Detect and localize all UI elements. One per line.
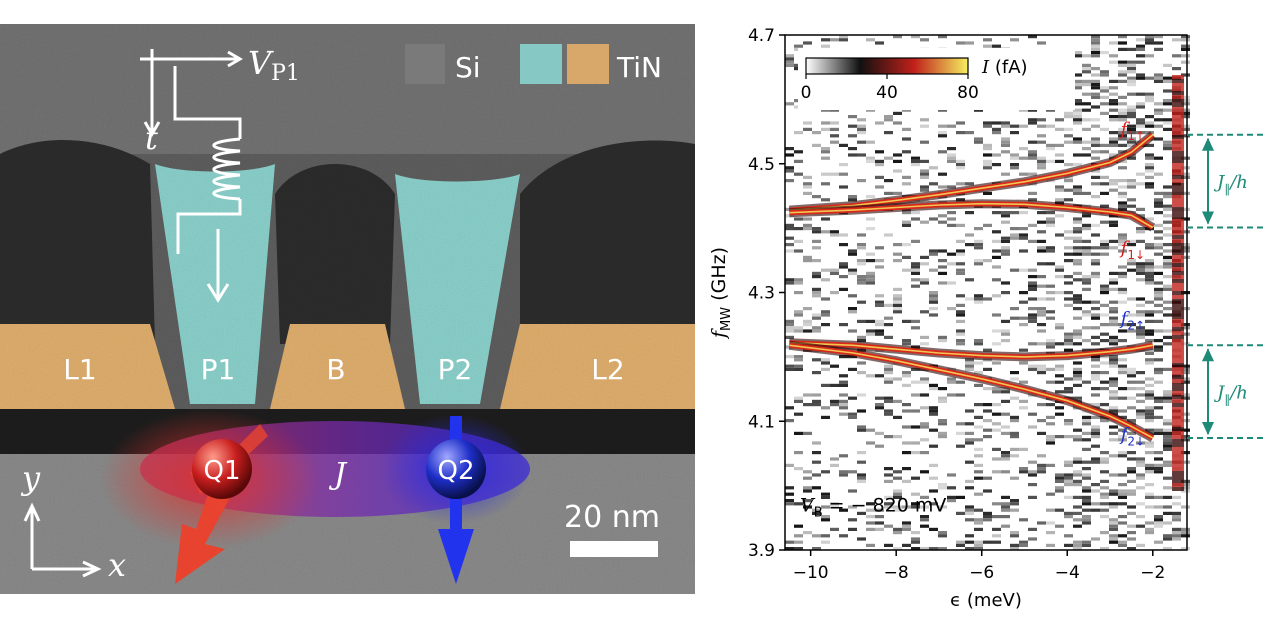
si-label: Si — [455, 51, 481, 84]
colorbar-tick-label-1: 40 — [876, 83, 898, 103]
colorbar-tick-label-0: 0 — [801, 83, 812, 103]
pulse-schematic — [140, 49, 243, 303]
y-tick-label-0: 3.9 — [748, 541, 775, 561]
si-swatch — [405, 44, 445, 84]
gate-label-l2: L2 — [591, 353, 624, 386]
gate-label-p2: P2 — [438, 353, 473, 386]
gate-label-p1: P1 — [201, 353, 236, 386]
y-axis-label: fMW (GHz) — [708, 247, 734, 340]
qubit-q1 — [192, 439, 252, 499]
x-tick-label-4: −2 — [1140, 563, 1165, 583]
y-tick-label-3: 4.5 — [748, 155, 775, 175]
axis-y-label: y — [20, 459, 41, 497]
qubit-q1-label: Q1 — [203, 456, 240, 486]
colorbar-label: I (fA) — [981, 57, 1028, 78]
gate-label-b: B — [326, 353, 345, 386]
colorbar-tick-label-2: 80 — [957, 83, 979, 103]
y-tick-label-4: 4.7 — [748, 26, 775, 46]
colorbar — [805, 57, 969, 75]
tin-plunger-swatch — [520, 44, 562, 84]
x-tick-label-3: −4 — [1055, 563, 1080, 583]
qubit-q2-label: Q2 — [437, 456, 474, 486]
device-micrograph: Si TiN VP1 t L1 P1 B P2 L2 Q1 Q2 J — [0, 24, 695, 594]
y-tick-label-2: 4.3 — [748, 284, 775, 304]
axis-x-label: x — [108, 546, 126, 584]
x-tick-label-0: −10 — [793, 563, 829, 583]
scale-bar-label: 20 nm — [564, 500, 660, 535]
pulse-voltage-label: VP1 — [248, 44, 300, 86]
pulse-time-label: t — [145, 119, 158, 157]
axes-indicator — [23, 502, 102, 578]
gate-label-l1: L1 — [63, 353, 96, 386]
spectroscopy-chart: −10 −8 −6 −4 −2 3.9 4.1 4.3 4.5 4.7 ϵ (meV) fMW (G… — [708, 26, 1265, 611]
qubit-q2 — [426, 439, 486, 499]
series-label-2: f2↑ — [1119, 309, 1145, 333]
x-tick-label-2: −6 — [969, 563, 994, 583]
x-axis-label: ϵ (meV) — [950, 590, 1022, 611]
heatmap-background — [785, 35, 1190, 551]
q2-spin-arrow — [438, 416, 474, 584]
tin-label: TiN — [616, 51, 662, 84]
tin-gate-swatch — [567, 44, 609, 84]
coupling-0-label: J∥/h — [1213, 172, 1248, 196]
y-tick-label-1: 4.1 — [748, 412, 775, 432]
colorbar-background — [798, 48, 1075, 110]
bias-annotation: VB = − 820 mV — [800, 494, 946, 520]
x-tick-label-1: −8 — [884, 563, 909, 583]
coupling-1-label: J∥/h — [1213, 383, 1248, 407]
scale-bar — [570, 541, 658, 557]
